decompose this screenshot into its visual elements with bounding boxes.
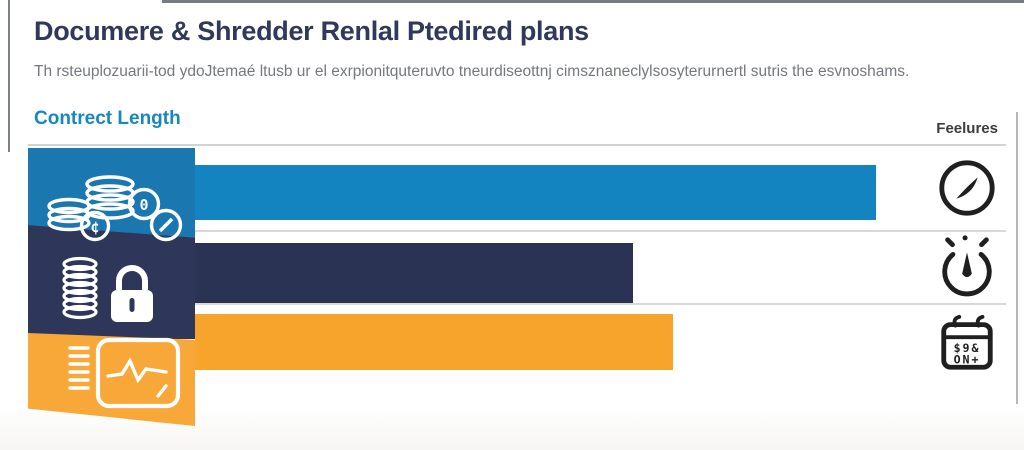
page-title: Documere & Shredder Renlal Ptedired plan… bbox=[34, 16, 589, 46]
monitor-pulse-icon bbox=[68, 337, 181, 409]
left-border-line bbox=[8, 0, 10, 152]
feature-cell-3: $9& ON+ bbox=[935, 312, 999, 376]
feature-cell-1 bbox=[935, 156, 999, 220]
money-coins-icon: ¢ 0 bbox=[47, 175, 183, 242]
calendar-glyphs-row2: ON+ bbox=[954, 352, 981, 366]
contract-length-label: Contrect Length bbox=[34, 108, 181, 129]
calendar-glyphs-row1: $9& bbox=[954, 341, 981, 355]
right-border-line bbox=[1016, 112, 1018, 404]
header-separator-line bbox=[28, 144, 1006, 146]
contract-length-bar-1 bbox=[195, 165, 877, 220]
calendar-icon: $9& ON+ bbox=[941, 314, 993, 370]
category-ribbon: ¢ 0 bbox=[28, 148, 195, 428]
category-block-3 bbox=[28, 332, 195, 427]
row-separator-2 bbox=[195, 303, 1006, 305]
top-border-line bbox=[162, 0, 1024, 3]
category-block-2 bbox=[28, 225, 195, 339]
feature-cell-2 bbox=[935, 234, 999, 298]
stopwatch-icon bbox=[942, 235, 992, 297]
coins-lock-icon bbox=[62, 256, 153, 322]
cent-coin-glyph: ¢ bbox=[90, 218, 99, 236]
row-separator-1 bbox=[195, 230, 1006, 232]
compass-icon bbox=[939, 160, 995, 216]
contract-length-bar-2 bbox=[195, 243, 633, 303]
page-subtitle: Th rsteuplozuarii-tod ydoJtemaé ltusb ur… bbox=[34, 63, 910, 80]
contract-length-bar-3 bbox=[195, 314, 674, 370]
zero-coin-glyph: 0 bbox=[139, 196, 148, 214]
features-label: Feelures bbox=[936, 120, 998, 137]
